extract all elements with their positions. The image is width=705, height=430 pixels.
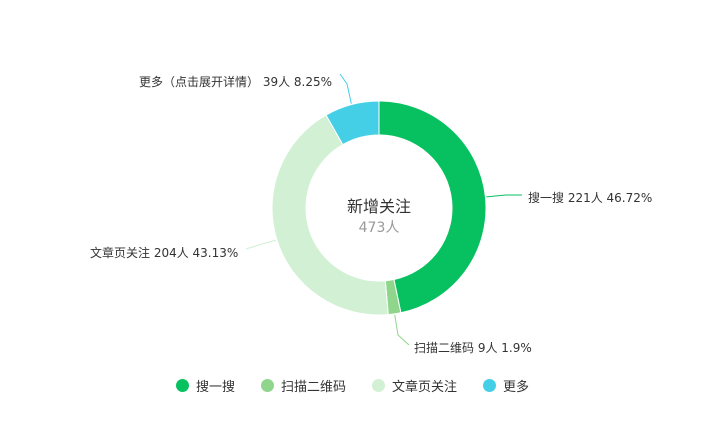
slice-label-more[interactable]: 更多（点击展开详情） 39人 8.25% [139,75,333,89]
legend-label: 文章页关注 [392,379,458,395]
center-title: 新增关注 [346,197,411,216]
slice-more[interactable] [325,100,380,146]
legend-marker [260,378,274,392]
legend-label: 扫描二维码 [280,379,346,395]
slice-sou-yi-sou[interactable] [378,100,487,314]
leader-line-sou-yi-sou [486,194,522,198]
leader-line-more [339,73,352,104]
legend-item-article-page[interactable]: 文章页关注 [372,376,457,395]
legend-label: 搜一搜 [195,379,235,395]
leader-line-article-page [245,239,277,250]
center-total: 473人 [358,220,400,236]
legend-item-more[interactable]: 更多 [483,376,529,395]
slice-label-sou-yi-sou: 搜一搜 221人 46.72% [528,191,653,205]
legend-marker [483,378,497,392]
slice-label-scan-qr: 扫描二维码 9人 1.9% [414,341,532,355]
leader-line-scan-qr [394,314,410,346]
slice-label-article-page: 文章页关注 204人 43.13% [90,246,239,260]
legend: 搜一搜 扫描二维码 文章页关注 更多 [0,375,705,395]
legend-item-sou-yi-sou[interactable]: 搜一搜 [175,376,235,395]
legend-item-scan-qr[interactable]: 扫描二维码 [260,376,346,395]
legend-marker [175,378,189,392]
slice-article-page[interactable] [271,114,389,316]
legend-marker [372,378,385,392]
legend-label: 更多 [503,379,530,395]
